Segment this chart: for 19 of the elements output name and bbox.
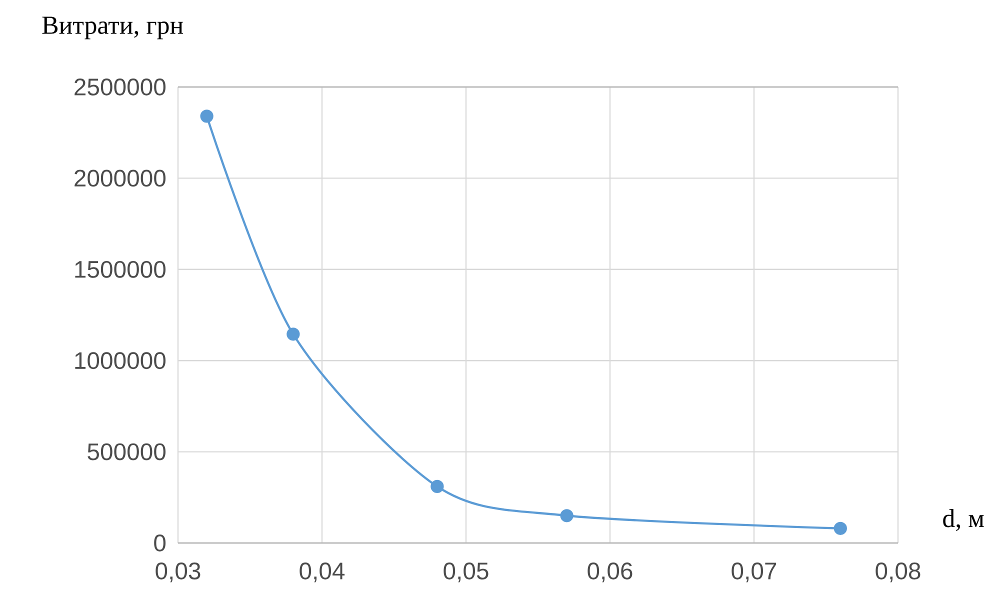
x-tick-label: 0,03 [156,562,200,582]
y-tick-label: 1000000 [75,352,166,370]
point [560,509,574,522]
point [430,480,444,494]
point [834,522,847,535]
y-tick-label: 2500000 [74,78,166,96]
point [286,328,300,341]
point [200,110,214,123]
y-tick-label: 500000 [88,443,166,460]
x-tick-label: 0,05 [444,562,488,582]
y-tick-label: 0 [154,534,166,552]
x-tick-label: 0,07 [732,562,776,582]
x-tick-label: 0,04 [300,562,345,582]
y-tick-label: 2000000 [74,170,166,187]
y-axis-title: Витрати, грн [42,16,184,40]
y-tick-label: 1500000 [75,260,166,278]
x-axis-title: d, м [943,509,984,531]
x-tick-label: 0,08 [876,562,920,582]
x-tick-label: 0,06 [588,562,632,582]
